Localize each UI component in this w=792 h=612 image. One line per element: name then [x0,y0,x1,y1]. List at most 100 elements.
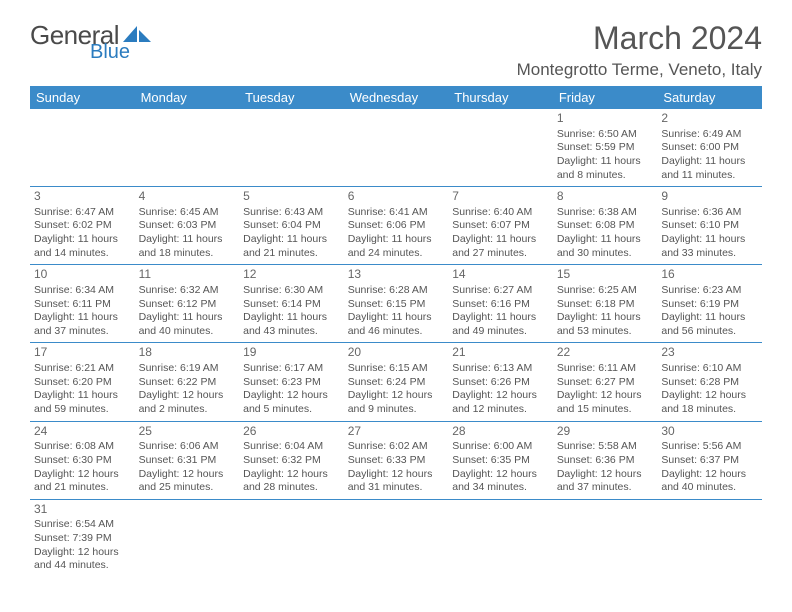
day-number: 31 [34,502,131,518]
sunset-line: Sunset: 6:08 PM [557,219,654,233]
day-number: 29 [557,424,654,440]
calendar-day-cell: 20Sunrise: 6:15 AMSunset: 6:24 PMDayligh… [344,343,449,421]
day-number: 7 [452,189,549,205]
day-number: 2 [661,111,758,127]
calendar-row: 10Sunrise: 6:34 AMSunset: 6:11 PMDayligh… [30,265,762,343]
day-header: Tuesday [239,86,344,109]
calendar-day-cell: 21Sunrise: 6:13 AMSunset: 6:26 PMDayligh… [448,343,553,421]
daylight-line: Daylight: 12 hours and 12 minutes. [452,389,549,416]
daylight-line: Daylight: 11 hours and 43 minutes. [243,311,340,338]
sunrise-line: Sunrise: 6:23 AM [661,284,758,298]
daylight-line: Daylight: 11 hours and 24 minutes. [348,233,445,260]
calendar-empty-cell [448,109,553,187]
calendar-day-cell: 22Sunrise: 6:11 AMSunset: 6:27 PMDayligh… [553,343,658,421]
sunrise-line: Sunrise: 6:49 AM [661,128,758,142]
calendar-day-cell: 29Sunrise: 5:58 AMSunset: 6:36 PMDayligh… [553,421,658,499]
sunset-line: Sunset: 6:28 PM [661,376,758,390]
day-number: 28 [452,424,549,440]
calendar-row: 1Sunrise: 6:50 AMSunset: 5:59 PMDaylight… [30,109,762,187]
daylight-line: Daylight: 11 hours and 59 minutes. [34,389,131,416]
calendar-day-cell: 13Sunrise: 6:28 AMSunset: 6:15 PMDayligh… [344,265,449,343]
day-number: 5 [243,189,340,205]
day-number: 26 [243,424,340,440]
sunrise-line: Sunrise: 6:00 AM [452,440,549,454]
sunrise-line: Sunrise: 6:08 AM [34,440,131,454]
calendar-day-cell: 28Sunrise: 6:00 AMSunset: 6:35 PMDayligh… [448,421,553,499]
calendar-day-cell: 14Sunrise: 6:27 AMSunset: 6:16 PMDayligh… [448,265,553,343]
calendar-day-cell: 18Sunrise: 6:19 AMSunset: 6:22 PMDayligh… [135,343,240,421]
sunrise-line: Sunrise: 6:34 AM [34,284,131,298]
sunset-line: Sunset: 6:18 PM [557,298,654,312]
calendar-day-cell: 8Sunrise: 6:38 AMSunset: 6:08 PMDaylight… [553,187,658,265]
calendar-day-cell: 16Sunrise: 6:23 AMSunset: 6:19 PMDayligh… [657,265,762,343]
daylight-line: Daylight: 12 hours and 21 minutes. [34,468,131,495]
daylight-line: Daylight: 12 hours and 34 minutes. [452,468,549,495]
daylight-line: Daylight: 11 hours and 21 minutes. [243,233,340,260]
sunrise-line: Sunrise: 6:10 AM [661,362,758,376]
day-number: 24 [34,424,131,440]
calendar-day-cell: 5Sunrise: 6:43 AMSunset: 6:04 PMDaylight… [239,187,344,265]
sunrise-line: Sunrise: 6:11 AM [557,362,654,376]
sunset-line: Sunset: 6:26 PM [452,376,549,390]
sunrise-line: Sunrise: 6:06 AM [139,440,236,454]
calendar-empty-cell [448,499,553,577]
calendar-day-cell: 26Sunrise: 6:04 AMSunset: 6:32 PMDayligh… [239,421,344,499]
calendar-table: SundayMondayTuesdayWednesdayThursdayFrid… [30,86,762,577]
calendar-day-cell: 12Sunrise: 6:30 AMSunset: 6:14 PMDayligh… [239,265,344,343]
day-number: 6 [348,189,445,205]
daylight-line: Daylight: 12 hours and 18 minutes. [661,389,758,416]
sunrise-line: Sunrise: 6:54 AM [34,518,131,532]
daylight-line: Daylight: 11 hours and 14 minutes. [34,233,131,260]
sunrise-line: Sunrise: 6:47 AM [34,206,131,220]
calendar-row: 31Sunrise: 6:54 AMSunset: 7:39 PMDayligh… [30,499,762,577]
day-number: 4 [139,189,236,205]
sunrise-line: Sunrise: 6:32 AM [139,284,236,298]
sunrise-line: Sunrise: 6:15 AM [348,362,445,376]
day-header: Wednesday [344,86,449,109]
daylight-line: Daylight: 11 hours and 18 minutes. [139,233,236,260]
calendar-day-cell: 19Sunrise: 6:17 AMSunset: 6:23 PMDayligh… [239,343,344,421]
daylight-line: Daylight: 11 hours and 30 minutes. [557,233,654,260]
day-number: 14 [452,267,549,283]
sunrise-line: Sunrise: 6:13 AM [452,362,549,376]
day-number: 15 [557,267,654,283]
sunset-line: Sunset: 6:27 PM [557,376,654,390]
calendar-day-cell: 10Sunrise: 6:34 AMSunset: 6:11 PMDayligh… [30,265,135,343]
daylight-line: Daylight: 12 hours and 40 minutes. [661,468,758,495]
calendar-empty-cell [135,499,240,577]
daylight-line: Daylight: 12 hours and 2 minutes. [139,389,236,416]
day-number: 27 [348,424,445,440]
calendar-day-cell: 4Sunrise: 6:45 AMSunset: 6:03 PMDaylight… [135,187,240,265]
sunrise-line: Sunrise: 6:40 AM [452,206,549,220]
sunset-line: Sunset: 6:23 PM [243,376,340,390]
daylight-line: Daylight: 11 hours and 49 minutes. [452,311,549,338]
sunrise-line: Sunrise: 6:19 AM [139,362,236,376]
sunrise-line: Sunrise: 5:58 AM [557,440,654,454]
sunrise-line: Sunrise: 6:27 AM [452,284,549,298]
sunset-line: Sunset: 6:33 PM [348,454,445,468]
calendar-day-cell: 30Sunrise: 5:56 AMSunset: 6:37 PMDayligh… [657,421,762,499]
calendar-day-cell: 7Sunrise: 6:40 AMSunset: 6:07 PMDaylight… [448,187,553,265]
daylight-line: Daylight: 11 hours and 33 minutes. [661,233,758,260]
calendar-row: 24Sunrise: 6:08 AMSunset: 6:30 PMDayligh… [30,421,762,499]
sunset-line: Sunset: 6:07 PM [452,219,549,233]
day-number: 12 [243,267,340,283]
sunset-line: Sunset: 6:35 PM [452,454,549,468]
sunset-line: Sunset: 6:16 PM [452,298,549,312]
day-number: 11 [139,267,236,283]
calendar-day-cell: 17Sunrise: 6:21 AMSunset: 6:20 PMDayligh… [30,343,135,421]
calendar-day-cell: 31Sunrise: 6:54 AMSunset: 7:39 PMDayligh… [30,499,135,577]
calendar-day-cell: 9Sunrise: 6:36 AMSunset: 6:10 PMDaylight… [657,187,762,265]
sunset-line: Sunset: 6:15 PM [348,298,445,312]
sunset-line: Sunset: 6:37 PM [661,454,758,468]
calendar-day-cell: 11Sunrise: 6:32 AMSunset: 6:12 PMDayligh… [135,265,240,343]
daylight-line: Daylight: 12 hours and 25 minutes. [139,468,236,495]
sunset-line: Sunset: 6:14 PM [243,298,340,312]
calendar-day-cell: 24Sunrise: 6:08 AMSunset: 6:30 PMDayligh… [30,421,135,499]
day-number: 17 [34,345,131,361]
calendar-empty-cell [344,499,449,577]
sunset-line: Sunset: 7:39 PM [34,532,131,546]
daylight-line: Daylight: 12 hours and 44 minutes. [34,546,131,573]
day-number: 22 [557,345,654,361]
sunset-line: Sunset: 6:30 PM [34,454,131,468]
